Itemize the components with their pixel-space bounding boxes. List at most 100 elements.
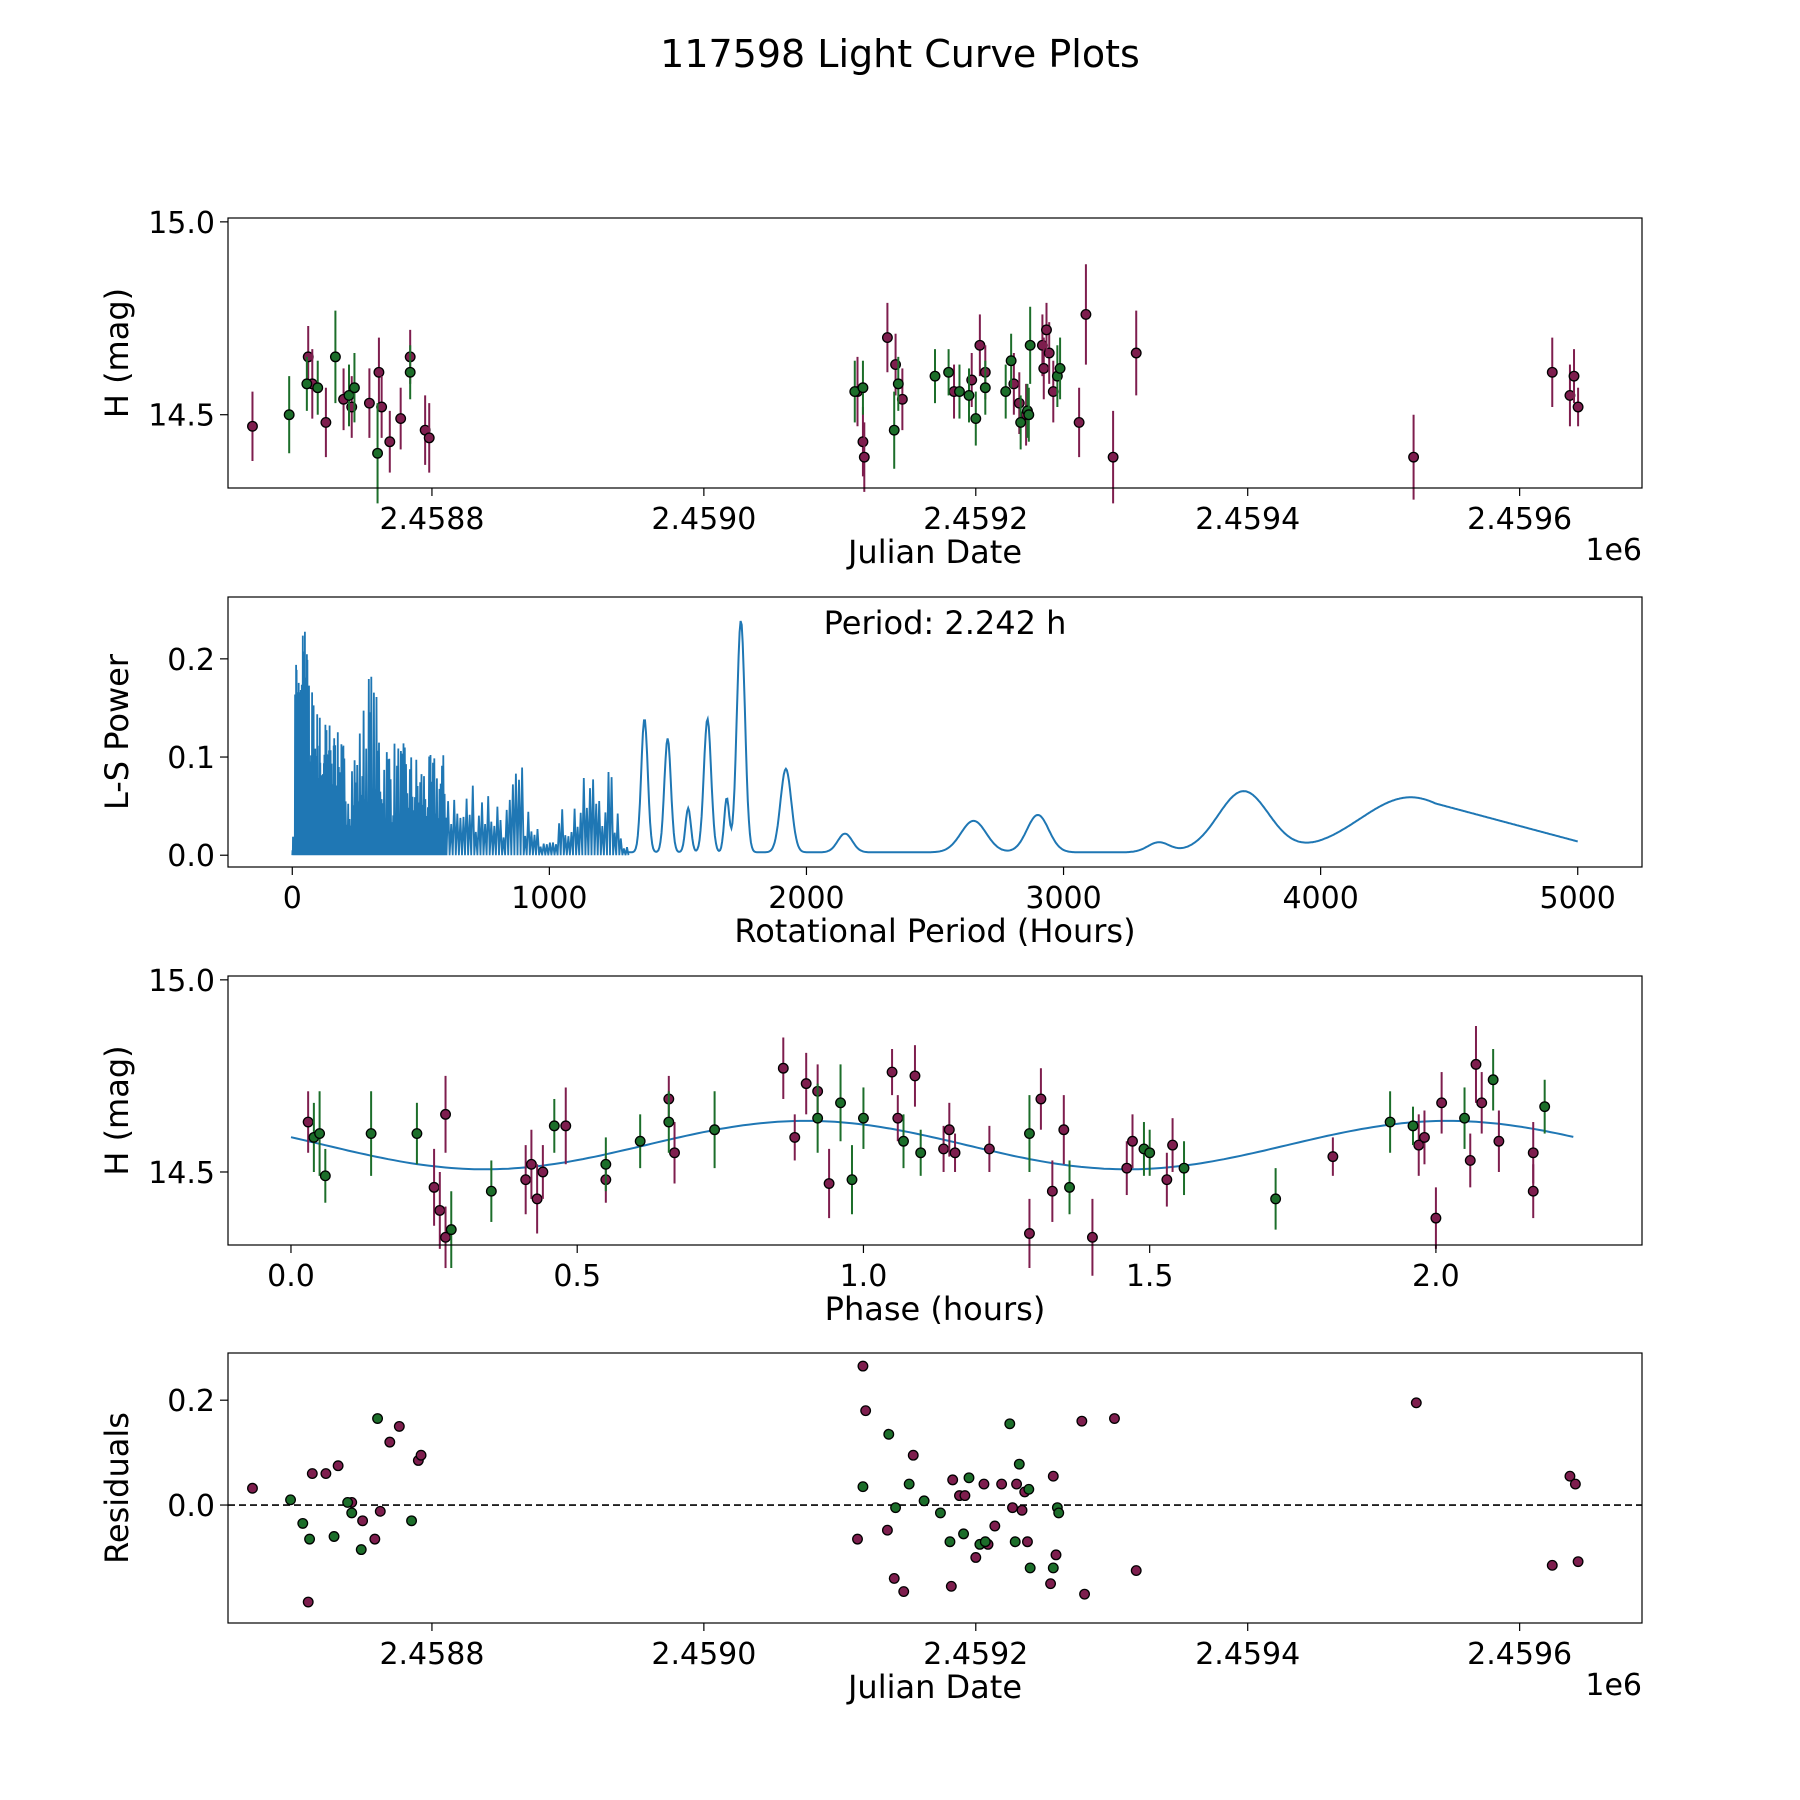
- data-point: [320, 1468, 332, 1480]
- data-point: [1569, 1478, 1581, 1490]
- x-axis-label: Rotational Period (Hours): [734, 912, 1135, 950]
- data-point: [600, 1158, 612, 1170]
- data-point: [1410, 1397, 1422, 1409]
- x-tick-label: 2.4596: [1467, 1637, 1572, 1672]
- data-point: [1527, 1147, 1539, 1159]
- data-point: [1476, 1097, 1488, 1109]
- x-tick-label: 2.4596: [1467, 502, 1572, 537]
- data-point: [1035, 1093, 1047, 1105]
- data-point: [1107, 451, 1119, 463]
- data-point: [247, 1482, 258, 1494]
- data-point: [355, 1544, 367, 1556]
- figure-title: 117598 Light Curve Plots: [660, 32, 1140, 76]
- data-point: [357, 1515, 369, 1527]
- data-point: [445, 1224, 457, 1236]
- data-point: [342, 1496, 354, 1508]
- series-band-b: [308, 1049, 1551, 1269]
- data-point: [411, 1128, 423, 1140]
- data-point: [384, 1436, 396, 1448]
- y-tick-label: 0.2: [167, 1384, 215, 1419]
- data-point: [428, 1181, 440, 1193]
- data-point: [918, 1495, 930, 1507]
- data-point: [1572, 401, 1584, 413]
- data-point: [1041, 324, 1052, 336]
- data-point: [883, 1428, 895, 1440]
- data-point: [1546, 366, 1558, 378]
- data-point: [996, 1478, 1008, 1490]
- x-axis-label: Julian Date: [846, 533, 1022, 571]
- data-point: [958, 1528, 970, 1540]
- y-axis-label: Residuals: [98, 1412, 136, 1564]
- data-point: [857, 1360, 869, 1372]
- data-point: [314, 1128, 326, 1140]
- y-tick-label: 14.5: [148, 399, 215, 434]
- x-tick-label: 2.4588: [379, 1637, 484, 1672]
- phased-panel: 0.0 0.5 1.0 1.5 2.0 14.5 15.0 Phase (hours) H (m…: [98, 964, 1643, 1328]
- data-point: [1270, 1193, 1282, 1205]
- data-point: [1178, 1162, 1190, 1174]
- period-annotation: Period: 2.242 h: [824, 604, 1067, 642]
- data-point: [393, 1420, 405, 1432]
- plot-frame: [227, 596, 1643, 868]
- data-point: [548, 1120, 560, 1132]
- series-band-a: [247, 264, 1584, 504]
- data-point: [709, 1124, 721, 1136]
- data-point: [1109, 1413, 1120, 1424]
- data-point: [954, 386, 965, 398]
- data-point: [1327, 1151, 1339, 1163]
- data-point: [312, 382, 324, 394]
- y-tick-label: 0.1: [167, 741, 215, 776]
- data-point: [943, 1124, 955, 1136]
- x-axis-label: Phase (hours): [825, 1290, 1046, 1328]
- data-point: [881, 332, 893, 344]
- data-point: [1004, 1418, 1016, 1430]
- data-point: [978, 1478, 990, 1490]
- data-point: [1459, 1112, 1470, 1124]
- data-point: [823, 1178, 835, 1189]
- data-point: [1013, 397, 1025, 409]
- x-tick-label: 2.4592: [923, 502, 1028, 537]
- data-point: [1009, 1536, 1021, 1548]
- data-point: [1144, 1147, 1156, 1159]
- data-point: [789, 1131, 801, 1143]
- data-point: [846, 1174, 858, 1186]
- x-tick-label: 2000: [768, 881, 844, 916]
- x-tick-label: 2.0: [1412, 1259, 1460, 1294]
- data-point: [1464, 1155, 1476, 1166]
- data-point: [888, 1572, 900, 1584]
- data-point: [989, 1520, 1001, 1532]
- data-point: [979, 382, 991, 394]
- data-point: [1023, 1483, 1035, 1495]
- periodogram-panel: 0 1000 2000 3000 4000 5000 0.0 0.1 0.2 Rotational…: [98, 596, 1643, 950]
- data-point: [306, 1468, 318, 1480]
- data-point: [434, 1204, 446, 1216]
- plot-frame: [227, 1352, 1643, 1624]
- data-point: [1419, 1131, 1430, 1143]
- data-point: [304, 1533, 316, 1545]
- y-tick-label: 0.0: [167, 839, 215, 874]
- data-point: [372, 447, 384, 459]
- data-point: [1470, 1058, 1482, 1070]
- data-point: [329, 351, 341, 363]
- data-point: [934, 1507, 946, 1519]
- data-point: [1024, 339, 1036, 351]
- data-point: [301, 378, 313, 390]
- data-point: [1023, 409, 1035, 421]
- data-point: [886, 1066, 898, 1078]
- x-tick-label: 5000: [1540, 881, 1616, 916]
- x-tick-label: 0.5: [553, 1259, 601, 1294]
- data-point: [1539, 1101, 1551, 1113]
- data-point: [1005, 355, 1017, 367]
- data-point: [1568, 370, 1580, 382]
- residuals-panel: 2.4588 2.4590 2.4592 2.4594 2.4596 0.0 0.2 Juli…: [98, 1352, 1643, 1706]
- data-point: [1007, 1502, 1018, 1514]
- x-tick-label: 2.4590: [651, 502, 756, 537]
- data-point: [1487, 1074, 1499, 1086]
- data-point: [777, 1062, 789, 1074]
- data-point: [1058, 1124, 1070, 1136]
- data-point: [1064, 1181, 1075, 1193]
- data-point: [1407, 1120, 1419, 1132]
- data-point: [857, 1112, 869, 1124]
- data-point: [328, 1531, 340, 1542]
- model-curve: [290, 1119, 1574, 1171]
